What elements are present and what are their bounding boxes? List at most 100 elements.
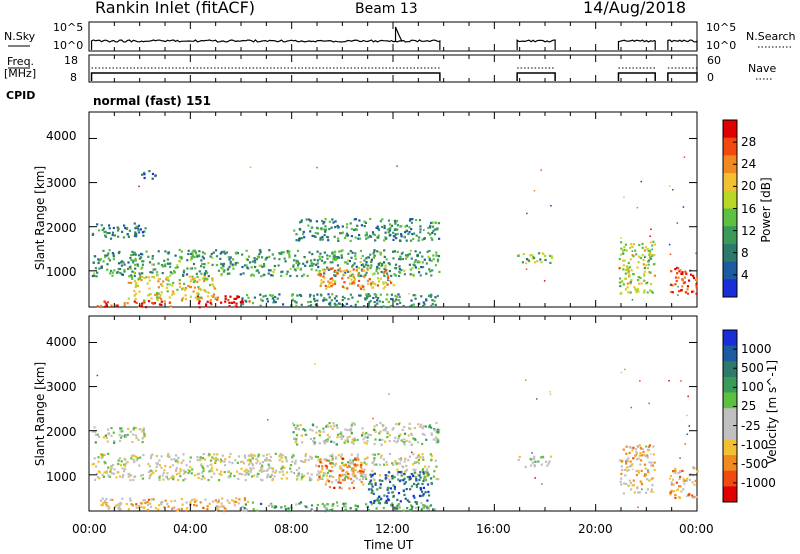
- echo-cell: [192, 281, 195, 284]
- echo-cell: [349, 274, 352, 277]
- echo-cell: [346, 259, 349, 262]
- echo-cell: [134, 253, 137, 256]
- echo-cell: [638, 243, 641, 247]
- echo-cell: [244, 264, 247, 267]
- echo-cell: [316, 166, 318, 169]
- echo-cell: [392, 427, 395, 430]
- echo-cell: [237, 502, 240, 505]
- echo-cell: [206, 300, 209, 303]
- echo-cell: [202, 469, 205, 473]
- echo-cell: [391, 428, 394, 431]
- echo-cell: [108, 259, 112, 262]
- echo-cell: [229, 472, 232, 475]
- echo-cell: [420, 495, 423, 498]
- echo-cell: [155, 466, 158, 469]
- echo-cell: [112, 255, 115, 258]
- echo-cell: [625, 452, 628, 455]
- echo-cell: [178, 282, 181, 285]
- echo-cell: [211, 466, 214, 469]
- echo-cell: [354, 475, 357, 478]
- echo-cell: [142, 453, 145, 457]
- echo-cell: [193, 249, 196, 252]
- echo-cell: [425, 262, 428, 265]
- echo-cell: [160, 303, 163, 306]
- echo-cell: [262, 454, 265, 457]
- echo-cell: [344, 473, 347, 476]
- echo-cell: [165, 278, 168, 281]
- echo-cell: [688, 279, 691, 282]
- echo-cell: [392, 495, 395, 498]
- echo-cell: [101, 453, 104, 456]
- echo-cell: [357, 237, 360, 240]
- echo-cell: [193, 286, 196, 289]
- echo-cell: [333, 274, 336, 277]
- echo-cell: [353, 280, 356, 283]
- echo-cell: [127, 297, 130, 300]
- echo-cell: [417, 267, 420, 270]
- echo-cell: [399, 301, 402, 304]
- echo-cell: [375, 463, 378, 466]
- echo-cell: [363, 458, 366, 461]
- echo-cell: [674, 493, 677, 497]
- echo-cell: [370, 488, 373, 491]
- colorbar-step: [723, 243, 737, 263]
- echo-cell: [650, 290, 653, 293]
- echo-cell: [331, 455, 334, 458]
- echo-cell: [100, 456, 103, 460]
- echo-cell: [414, 476, 417, 479]
- echo-cell: [362, 483, 365, 486]
- echo-cell: [645, 445, 647, 448]
- echo-cell: [383, 274, 386, 277]
- echo-cell: [316, 259, 319, 262]
- echo-cell: [388, 269, 391, 273]
- echo-cell: [133, 454, 136, 457]
- echo-cell: [648, 444, 651, 447]
- echo-cell: [350, 305, 353, 308]
- echo-cell: [196, 298, 199, 301]
- echo-cell: [261, 466, 264, 469]
- echo-cell: [141, 266, 144, 269]
- echo-cell: [291, 293, 294, 296]
- echo-cell: [543, 280, 546, 282]
- echo-cell: [169, 274, 172, 277]
- echo-cell: [267, 272, 270, 275]
- echo-cell: [229, 295, 232, 298]
- echo-cell: [133, 234, 136, 237]
- echo-cell: [423, 237, 426, 240]
- echo-cell: [140, 279, 143, 282]
- echo-cell: [421, 266, 425, 269]
- echo-cell: [312, 294, 315, 297]
- echo-cell: [108, 475, 111, 478]
- x-tick: 16:00: [476, 522, 511, 536]
- echo-cell: [415, 456, 418, 460]
- echo-cell: [97, 258, 100, 261]
- echo-cell: [300, 237, 304, 240]
- echo-cell: [203, 263, 206, 266]
- echo-cell: [531, 452, 533, 454]
- echo-cell: [212, 251, 215, 254]
- echo-cell: [376, 497, 379, 500]
- echo-cell: [433, 228, 436, 231]
- echo-cell: [394, 221, 397, 224]
- echo-cell: [141, 502, 144, 505]
- echo-cell: [327, 425, 330, 428]
- echo-cell: [294, 459, 297, 462]
- echo-cell: [98, 477, 101, 480]
- echo-cell: [358, 294, 361, 297]
- echo-cell: [256, 475, 259, 478]
- echo-cell: [93, 426, 96, 429]
- echo-cell: [670, 489, 673, 493]
- echo-cell: [428, 268, 431, 271]
- echo-cell: [194, 251, 197, 254]
- echo-cell: [192, 290, 195, 293]
- echo-cell: [199, 456, 202, 459]
- echo-cell: [111, 231, 115, 234]
- echo-cell: [368, 234, 372, 238]
- power-colorbar-label: Power [dB]: [759, 177, 773, 243]
- echo-cell: [323, 272, 326, 275]
- echo-cell: [383, 224, 386, 227]
- echo-cell: [261, 464, 264, 467]
- chart-title: Rankin Inlet (fitACF): [95, 0, 256, 17]
- echo-cell: [394, 294, 397, 297]
- echo-cell: [91, 463, 94, 466]
